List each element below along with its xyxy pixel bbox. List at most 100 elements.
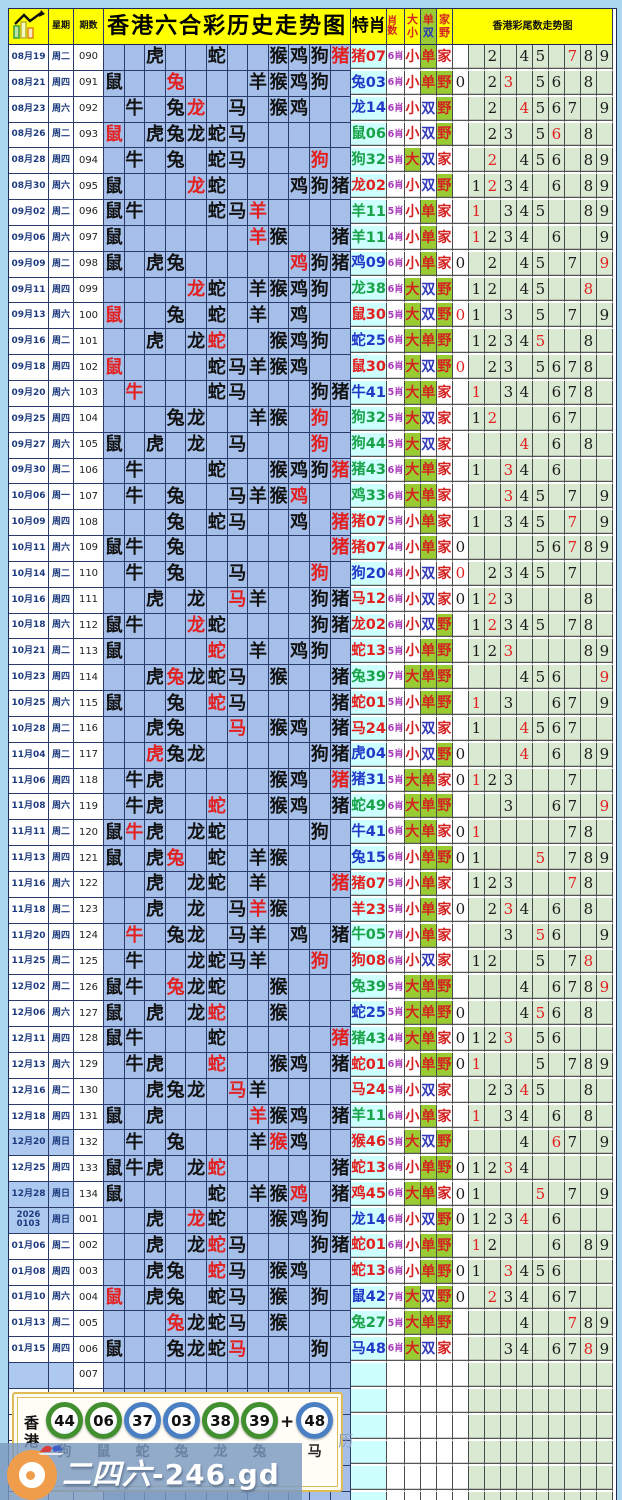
zodiac-cell xyxy=(248,174,269,201)
zodiac-cell: 牛 xyxy=(124,561,146,588)
tail-digit-cell: 9 xyxy=(596,1233,613,1260)
zodiac-cell: 马 xyxy=(227,665,249,692)
column-header-weekday: 星期 xyxy=(49,9,74,45)
tail-digit-cell: 4 xyxy=(516,1285,533,1312)
special-zodiac-cell: 牛41 xyxy=(351,380,388,407)
odd-even-cell: 单 xyxy=(420,380,437,407)
tail-digit-cell xyxy=(580,794,597,821)
tail-digit-cell xyxy=(452,200,469,226)
big-small-cell: 大 xyxy=(405,1182,421,1208)
zodiac-cell: 蛇 xyxy=(206,1207,228,1234)
date-cell: 09月27 xyxy=(9,432,49,459)
weekday-cell: 周六 xyxy=(49,613,74,640)
tail-digit-cell xyxy=(452,122,469,149)
odd-even-cell: 单 xyxy=(420,225,437,252)
tail-digit-cell xyxy=(580,1285,597,1312)
weekday-cell: 周四 xyxy=(49,846,74,872)
weekday-cell: 周二 xyxy=(49,122,74,149)
date-cell: 01月06 xyxy=(9,1233,49,1260)
zodiac-count-cell: 6肖 xyxy=(387,484,406,511)
zodiac-cell xyxy=(289,406,310,433)
odd-even-cell: 单 xyxy=(420,70,437,97)
period-cell: 007 xyxy=(74,1363,104,1389)
zodiac-cell xyxy=(248,691,269,717)
tail-digit-cell xyxy=(596,432,613,459)
tail-digit-cell xyxy=(596,716,613,743)
tail-digit-cell xyxy=(452,329,469,356)
tail-digit-cell xyxy=(596,613,613,640)
tail-digit-cell: 9 xyxy=(596,200,613,226)
tail-digit-cell xyxy=(484,923,501,950)
tail-digit-cell xyxy=(564,1104,581,1131)
zodiac-cell xyxy=(206,768,228,795)
tail-digit-cell: 3 xyxy=(500,561,517,588)
tail-digit-cell: 2 xyxy=(484,587,501,614)
zodiac-cell xyxy=(330,303,352,330)
zodiac-cell: 龙 xyxy=(186,872,207,898)
zodiac-cell xyxy=(104,1078,125,1105)
zodiac-cell: 蛇 xyxy=(206,1285,228,1312)
period-cell: 004 xyxy=(74,1285,104,1312)
tail-digit-cell xyxy=(516,122,533,149)
zodiac-cell: 狗 xyxy=(309,1233,331,1260)
table-header-row: 星期 期数 香港六合彩历史走势图 特肖 肖数 大小 单双 家野 香港彩尾数走势图 xyxy=(9,9,616,45)
tail-digit-cell: 4 xyxy=(516,174,533,201)
tail-digit-cell xyxy=(532,1466,549,1493)
weekday-cell: 周日 xyxy=(49,1130,74,1157)
period-row-128: 12月11 周四 128 鼠牛蛇猪猪43 4肖大单家 0 1 2 3 5 6 xyxy=(9,1027,616,1053)
weekday-cell: 周二 xyxy=(49,639,74,666)
tail-digit-cell: 4 xyxy=(516,716,533,743)
period-cell: 096 xyxy=(74,200,104,226)
zodiac-cell xyxy=(165,458,187,485)
zodiac-count-cell: 5肖 xyxy=(387,380,406,407)
home-wild-cell: 家 xyxy=(436,200,453,226)
odd-even-cell: 双 xyxy=(420,355,437,381)
zodiac-cell xyxy=(289,846,310,872)
zodiac-cell xyxy=(104,406,125,433)
zodiac-cell xyxy=(248,742,269,769)
date-cell: 12月16 xyxy=(9,1078,49,1105)
tail-digit-cell: 5 xyxy=(532,251,549,278)
zodiac-count-cell: 5肖 xyxy=(387,1001,406,1028)
zodiac-cell xyxy=(330,949,352,976)
tail-digit-cell: 7 xyxy=(564,613,581,640)
zodiac-cell xyxy=(165,1027,187,1053)
odd-even-cell: 双 xyxy=(420,742,437,769)
big-small-cell xyxy=(405,1414,421,1441)
tail-digit-cell xyxy=(484,820,501,847)
tail-digit-cell: 2 xyxy=(484,1027,501,1053)
weekday-cell: 周二 xyxy=(49,251,74,278)
zodiac-cell xyxy=(206,70,228,97)
zodiac-count-cell: 6肖 xyxy=(387,846,406,872)
zodiac-cell xyxy=(309,923,331,950)
tail-digit-cell: 4 xyxy=(516,561,533,588)
tail-digit-cell: 0 xyxy=(452,536,469,562)
zodiac-cell xyxy=(289,820,310,847)
tail-digit-cell: 9 xyxy=(596,251,613,278)
zodiac-cell: 猪 xyxy=(330,1052,352,1079)
zodiac-cell: 牛 xyxy=(124,458,146,485)
date-cell: 11月16 xyxy=(9,872,49,898)
zodiac-count-cell: 6肖 xyxy=(387,587,406,614)
tail-digit-cell: 5 xyxy=(532,536,549,562)
tail-digit-cell xyxy=(596,380,613,407)
zodiac-cell: 兔 xyxy=(165,303,187,330)
tail-digit-cell: 3 xyxy=(500,794,517,821)
period-row-100: 09月13 周六 100 鼠兔蛇羊鸡鼠30 5肖大双野 0 1 3 5 7 9 xyxy=(9,303,616,330)
zodiac-cell xyxy=(104,1363,125,1389)
special-zodiac-cell: 鸡45 xyxy=(351,1182,388,1208)
zodiac-cell xyxy=(206,536,228,562)
date-cell: 01月10 xyxy=(9,1285,49,1312)
tail-digit-cell: 4 xyxy=(516,1311,533,1338)
home-wild-cell: 家 xyxy=(436,225,453,252)
zodiac-cell: 虎 xyxy=(145,742,166,769)
tail-digit-cell: 3 xyxy=(500,510,517,537)
home-wild-cell: 野 xyxy=(436,1259,453,1286)
tail-digit-cell xyxy=(468,536,485,562)
zodiac-cell xyxy=(330,1337,352,1364)
zodiac-cell xyxy=(268,251,290,278)
tail-digit-cell xyxy=(564,1156,581,1183)
big-small-cell: 小 xyxy=(405,872,421,898)
tail-digit-cell: 7 xyxy=(564,1337,581,1364)
zodiac-cell: 猴 xyxy=(268,846,290,872)
